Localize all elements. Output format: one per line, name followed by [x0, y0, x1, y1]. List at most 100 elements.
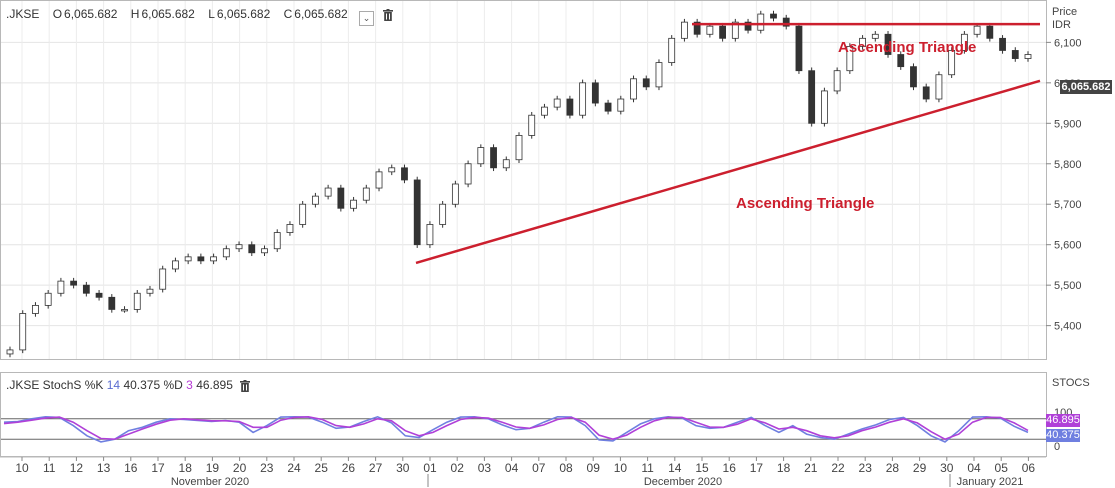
stoch-d-tag: 46.895 [1046, 414, 1080, 427]
candle-down [108, 296, 116, 310]
candle-up [553, 98, 561, 108]
low-label: L [208, 7, 215, 21]
candle-down [70, 280, 78, 286]
candle-up [350, 199, 357, 209]
candle-up [133, 292, 141, 310]
date-tick-label: 10 [614, 461, 628, 475]
candle-up [235, 244, 243, 250]
candle-up [528, 114, 536, 136]
candle-up [1024, 54, 1032, 59]
candle-up [477, 147, 485, 165]
candle-up [935, 74, 943, 100]
candle-up [261, 248, 268, 254]
date-tick-label: 01 [423, 461, 437, 475]
candle-down [337, 187, 345, 209]
chevron-down-icon[interactable]: ⌄ [359, 11, 375, 26]
trash-icon[interactable] [240, 380, 251, 395]
candle-up [960, 33, 968, 51]
month-label: December 2020 [644, 476, 722, 488]
candle-down [248, 244, 256, 254]
candle-up [362, 187, 370, 201]
open-label: O [52, 7, 63, 21]
candle-down [922, 86, 930, 100]
date-tick-label: 18 [777, 461, 791, 475]
candle-up [121, 309, 128, 312]
candle-up [859, 37, 866, 47]
stoch-k-tag: 40.375 [1046, 429, 1080, 442]
open-value: 6,065.682 [64, 7, 118, 21]
date-tick-label: 02 [451, 461, 465, 475]
candle-down [999, 37, 1006, 51]
date-tick-label: 22 [831, 461, 845, 475]
date-tick-label: 14 [668, 461, 682, 475]
date-tick-label: 16 [124, 461, 138, 475]
support-trendline [415, 79, 1041, 265]
candle-up [19, 313, 27, 351]
date-tick-label: 11 [43, 461, 56, 475]
price-tick-label: 5,900 [1054, 118, 1082, 130]
price-tick-label: 5,700 [1054, 199, 1082, 211]
candle-up [706, 25, 714, 35]
candle-up [324, 187, 332, 197]
stoch-k-value: 40.375 [123, 378, 161, 392]
stoch-tick-label: 0 [1054, 441, 1060, 453]
stoch-d-period: 3 [186, 378, 193, 392]
date-tick-label: 03 [478, 461, 492, 475]
date-tick-label: 24 [287, 461, 301, 475]
candle-up [655, 62, 663, 88]
candle-up [833, 70, 841, 92]
date-tick-label: 09 [587, 461, 601, 475]
date-tick-label: 23 [260, 461, 274, 475]
date-tick-label: 28 [886, 461, 900, 475]
candle-down [1011, 50, 1019, 59]
candle-up [515, 135, 523, 161]
date-tick-label: 29 [913, 461, 927, 475]
high-value: 6,065.682 [141, 7, 195, 21]
price-tick-label: 5,800 [1054, 159, 1082, 171]
price-tick-label: 5,500 [1054, 280, 1082, 292]
candle-up [311, 195, 319, 205]
candle-down [986, 25, 994, 39]
date-tick-label: 16 [723, 461, 737, 475]
low-value: 6,065.682 [216, 7, 271, 21]
candle-up [579, 82, 587, 116]
stoch-k-period: 14 [106, 378, 121, 392]
candle-down [897, 54, 905, 68]
date-tick-label: 27 [369, 461, 383, 475]
date-tick-label: 12 [70, 461, 84, 475]
price-tick-label: 6,100 [1054, 37, 1082, 49]
price-tick-label: 5,600 [1054, 240, 1082, 252]
candle-up [973, 25, 981, 35]
price-tick-label: 5,400 [1054, 321, 1082, 333]
candle-up [757, 13, 765, 31]
price-axis-title: Price [1052, 6, 1078, 18]
candle-up [464, 163, 472, 185]
trendlines: Ascending Triangle Ascending Triangle [415, 22, 1041, 265]
candle-down [910, 66, 917, 88]
price-grid [1, 1, 1046, 359]
trash-icon[interactable] [383, 9, 394, 24]
candle-up [146, 288, 154, 294]
date-tick-label: 26 [342, 461, 356, 475]
candle-up [871, 33, 879, 39]
candle-up [44, 292, 52, 306]
candle-up [630, 78, 637, 100]
candle-up [299, 203, 307, 225]
candle-up [222, 248, 230, 258]
candle-down [808, 70, 816, 124]
date-tick-label: 21 [804, 461, 818, 475]
date-tick-label: 10 [15, 461, 29, 475]
candle-up [210, 256, 218, 262]
date-tick-label: 23 [859, 461, 873, 475]
date-tick-label: 04 [967, 461, 981, 475]
candle-down [642, 78, 650, 88]
candle-down [884, 33, 892, 55]
candle-down [566, 98, 574, 116]
stoch-pane-frame [0, 372, 1047, 457]
price-header: .JKSE O 6,065.682 H 6,065.682 L 6,065.682 C… [6, 7, 395, 26]
candle-down [604, 102, 612, 112]
candle-up [541, 106, 548, 116]
candle-up [451, 183, 459, 205]
